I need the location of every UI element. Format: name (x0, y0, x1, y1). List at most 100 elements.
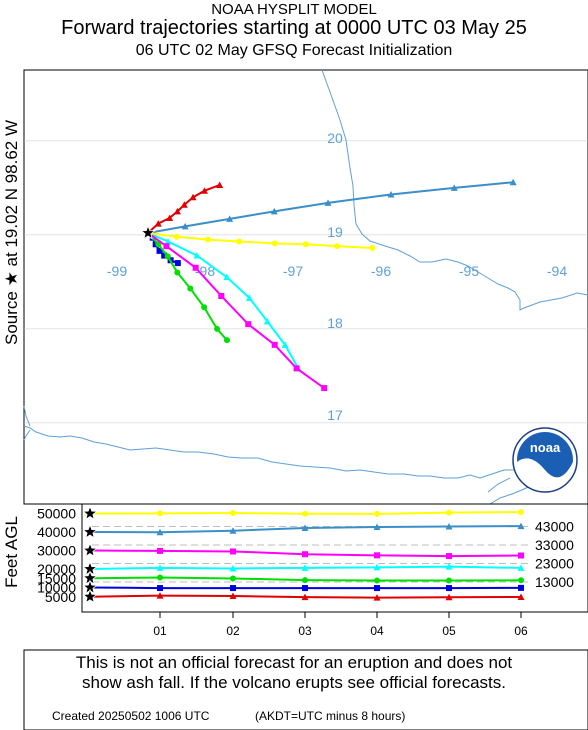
trajectory-marker (324, 199, 332, 206)
trajectory-marker (164, 253, 171, 260)
latitude-label: 19 (327, 224, 343, 240)
height-series-marker (446, 553, 452, 560)
time-tick-label: 02 (226, 624, 240, 638)
height-series-marker (518, 584, 524, 591)
height-series-marker (445, 563, 453, 570)
height-series-marker (230, 548, 236, 555)
trajectory-marker (193, 252, 201, 259)
forecast-init-subtitle: 06 UTC 02 May GFSQ Forecast Initializati… (135, 42, 453, 59)
trajectory-marker (450, 184, 458, 191)
height-start-star (82, 505, 98, 521)
height-series-marker (229, 527, 237, 534)
disclaimer-line-1: This is not an official forecast for an … (75, 653, 513, 672)
height-series-marker (517, 522, 525, 530)
height-series-marker (517, 564, 525, 571)
height-series-marker (518, 552, 524, 559)
height-series-marker (301, 564, 309, 571)
trajectory-marker (236, 238, 243, 245)
time-tick-label: 05 (442, 624, 456, 638)
height-series-marker (157, 547, 163, 554)
height-series-marker (373, 594, 381, 601)
height-series-marker (156, 592, 164, 599)
trajectory-marker (155, 241, 162, 248)
height-panel-frame (81, 503, 588, 613)
height-reference-label: 23000 (535, 555, 574, 571)
trajectory-marker (271, 240, 278, 247)
map-panel: -99 -98 -97 -96 -95 -94 20 19 18 17 noaa (23, 69, 588, 505)
longitude-label: -99 (107, 263, 127, 279)
trajectory-marker (201, 187, 209, 194)
longitude-label: -96 (371, 263, 391, 279)
longitude-label: -97 (283, 263, 303, 279)
height-series-marker (374, 552, 380, 559)
trajectory-marker (369, 245, 376, 252)
height-reference-label: 13000 (535, 574, 574, 590)
trajectory-title: Forward trajectories starting at 0000 UT… (61, 17, 527, 39)
height-series-marker (156, 564, 164, 571)
height-series-marker (157, 510, 163, 517)
trajectory-line (147, 232, 325, 389)
longitude-label: -95 (459, 263, 479, 279)
height-reference-label: 43000 (535, 518, 574, 534)
trajectory-paths (140, 178, 517, 392)
trajectory-marker (187, 285, 194, 292)
height-series-marker (302, 585, 308, 592)
trajectory-marker (214, 325, 221, 332)
trajectory-marker (321, 385, 328, 392)
height-series-marker (157, 574, 163, 581)
time-tick-label: 04 (370, 624, 384, 638)
height-panel: 43000 33000 23000 13000 50000 40000 30000 20000… (37, 503, 588, 613)
height-series-marker (374, 585, 380, 592)
source-star (140, 224, 156, 240)
model-title: NOAA HYSPLIT MODEL (211, 1, 377, 18)
trajectory-marker (173, 233, 180, 240)
trajectory-line (147, 232, 300, 369)
trajectory-marker (245, 294, 253, 301)
start-height-label: 50000 (37, 506, 76, 522)
trajectory-marker (216, 181, 224, 189)
notice-frame (23, 649, 588, 730)
trajectory-marker (181, 222, 189, 230)
trajectory-marker (161, 252, 168, 259)
map-frame (23, 69, 588, 505)
trajectory-marker (166, 214, 174, 221)
noaa-logo-text: noaa (530, 440, 561, 455)
trajectory-marker (226, 215, 234, 222)
height-series-marker (156, 528, 164, 536)
height-series-marker (229, 564, 237, 572)
trajectory-marker (334, 243, 340, 250)
latitude-label: 20 (327, 130, 343, 146)
trajectory-marker (245, 321, 252, 328)
trajectory-marker (271, 341, 278, 348)
height-series-marker (229, 592, 237, 600)
time-tick-label: 03 (298, 624, 312, 638)
height-series-marker (374, 510, 380, 517)
latitude-label: 18 (327, 315, 343, 331)
height-series-marker (230, 585, 236, 592)
trajectory-marker (263, 317, 271, 325)
trajectory-marker (163, 243, 170, 250)
height-start-star (82, 523, 98, 539)
trajectory-marker (180, 201, 188, 208)
time-axis: 01 02 03 04 05 06 (153, 612, 528, 638)
start-height-label: 10000 (37, 580, 76, 596)
start-height-label: 5000 (45, 589, 76, 605)
trajectory-marker (302, 241, 309, 248)
lat-lon-grid: -99 -98 -97 -96 -95 -94 20 19 18 17 (24, 130, 588, 424)
disclaimer-line-2: show ash fall. If the volcano erupts see… (82, 673, 506, 692)
height-series-marker (302, 551, 308, 558)
trajectory-marker (154, 220, 162, 227)
height-series-marker (445, 593, 453, 601)
latitude-label: 17 (327, 407, 343, 423)
height-series-marker (373, 563, 381, 571)
height-start-star (82, 588, 98, 604)
noaa-logo-bird (517, 458, 573, 488)
trajectory-marker (174, 269, 181, 276)
start-height-label: 20000 (37, 561, 76, 577)
height-series-marker (157, 585, 163, 592)
longitude-label: -98 (195, 263, 215, 279)
height-series-marker (373, 523, 381, 531)
start-height-label: 40000 (37, 524, 76, 540)
height-series-marker (301, 524, 309, 531)
